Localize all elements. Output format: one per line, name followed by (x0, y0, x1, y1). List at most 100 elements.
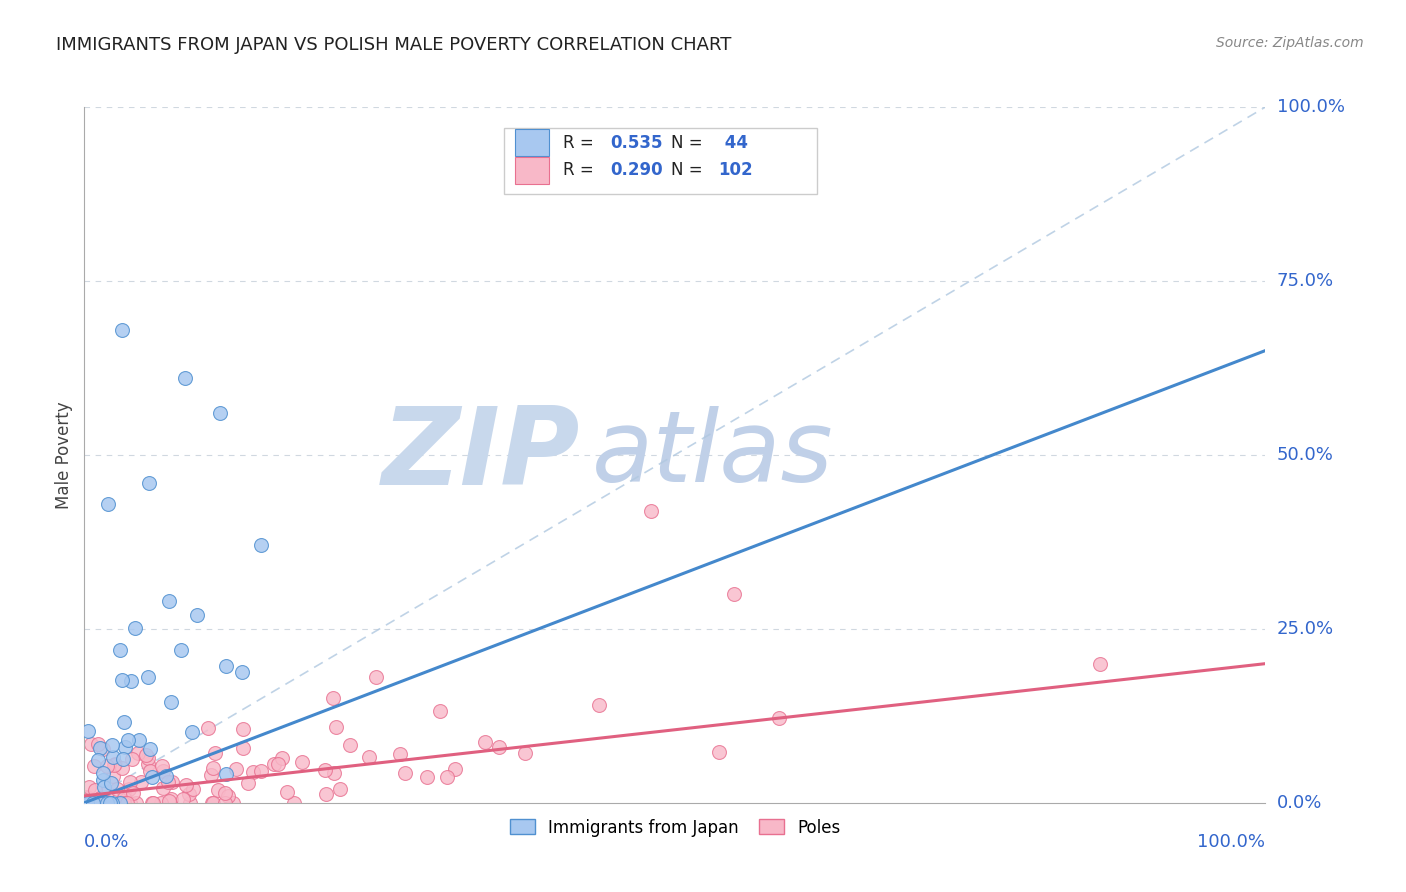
Point (87, 753, 110, 767)
Point (83, 759, 105, 773)
Legend: Immigrants from Japan, Poles: Immigrants from Japan, Poles (503, 812, 846, 843)
Point (87, 737, 110, 751)
Point (83, 782, 105, 797)
Point (177, 787, 200, 801)
Point (114, 791, 136, 805)
Point (141, 770, 163, 784)
Point (91, 742, 114, 756)
Point (82, 796, 104, 810)
Point (111, 752, 134, 766)
Point (124, 621, 146, 635)
Point (108, 642, 131, 657)
Point (329, 781, 352, 796)
Point (197, 721, 219, 735)
Point (97, 497, 120, 511)
Point (150, 796, 173, 810)
Point (136, 751, 159, 765)
Point (120, 774, 142, 789)
Point (112, 796, 135, 810)
Point (267, 757, 290, 772)
Point (112, 715, 135, 730)
Point (325, 719, 347, 733)
Point (89, 796, 111, 810)
Point (114, 740, 136, 755)
Point (366, 670, 388, 684)
Point (201, 796, 224, 810)
Point (117, 733, 139, 747)
Point (180, 725, 202, 739)
Point (283, 796, 305, 810)
Point (138, 475, 160, 490)
Point (156, 775, 179, 789)
Point (242, 765, 264, 780)
Point (443, 762, 465, 776)
Point (138, 764, 160, 778)
Point (98, 796, 121, 810)
Point (111, 323, 134, 337)
Point (394, 766, 416, 780)
Point (263, 756, 285, 771)
Point (173, 371, 195, 385)
Point (142, 796, 165, 810)
Point (172, 792, 194, 806)
Point (100, 776, 122, 790)
Point (76, 796, 98, 810)
Point (162, 775, 184, 789)
Point (79, 796, 101, 810)
Point (236, 775, 259, 789)
Text: 0.290: 0.290 (610, 161, 662, 179)
Point (98, 796, 121, 810)
FancyBboxPatch shape (503, 128, 817, 194)
Point (249, 764, 271, 778)
Point (176, 778, 198, 792)
Point (136, 756, 159, 771)
Point (89, 741, 111, 756)
Point (588, 698, 610, 712)
FancyBboxPatch shape (516, 129, 548, 156)
Point (101, 796, 124, 810)
Point (186, 607, 208, 622)
Point (152, 764, 174, 779)
Point (315, 787, 337, 801)
Point (214, 786, 236, 800)
Point (436, 770, 458, 784)
Point (231, 722, 253, 736)
Point (76, 790, 98, 805)
Point (96, 785, 118, 799)
Point (159, 695, 181, 709)
Point (105, 781, 128, 796)
Point (77, 780, 100, 795)
Point (101, 769, 124, 783)
Text: 100.0%: 100.0% (1277, 98, 1344, 116)
Text: N =: N = (671, 161, 709, 179)
Point (322, 691, 344, 706)
Point (96, 796, 118, 810)
Point (217, 789, 239, 804)
Point (103, 757, 125, 772)
Point (93, 765, 115, 780)
Point (291, 756, 314, 770)
Point (80, 737, 103, 751)
Text: IMMIGRANTS FROM JAPAN VS POLISH MALE POVERTY CORRELATION CHART: IMMIGRANTS FROM JAPAN VS POLISH MALE POV… (56, 36, 731, 54)
Point (108, 796, 131, 810)
Point (77, 723, 100, 738)
Text: 102: 102 (718, 161, 754, 179)
Point (135, 747, 157, 762)
Point (169, 642, 191, 657)
Point (181, 782, 204, 797)
Point (96, 796, 118, 810)
Point (314, 763, 336, 777)
Point (222, 796, 245, 810)
Point (640, 503, 662, 517)
Point (112, 786, 135, 800)
Point (359, 750, 381, 764)
Text: ZIP: ZIP (382, 402, 581, 508)
Text: atlas: atlas (592, 407, 834, 503)
Point (204, 746, 226, 760)
Point (115, 796, 138, 810)
Point (96, 759, 118, 773)
Text: 0.0%: 0.0% (1277, 794, 1322, 812)
Point (389, 747, 412, 761)
FancyBboxPatch shape (516, 157, 548, 184)
Point (76, 796, 98, 810)
